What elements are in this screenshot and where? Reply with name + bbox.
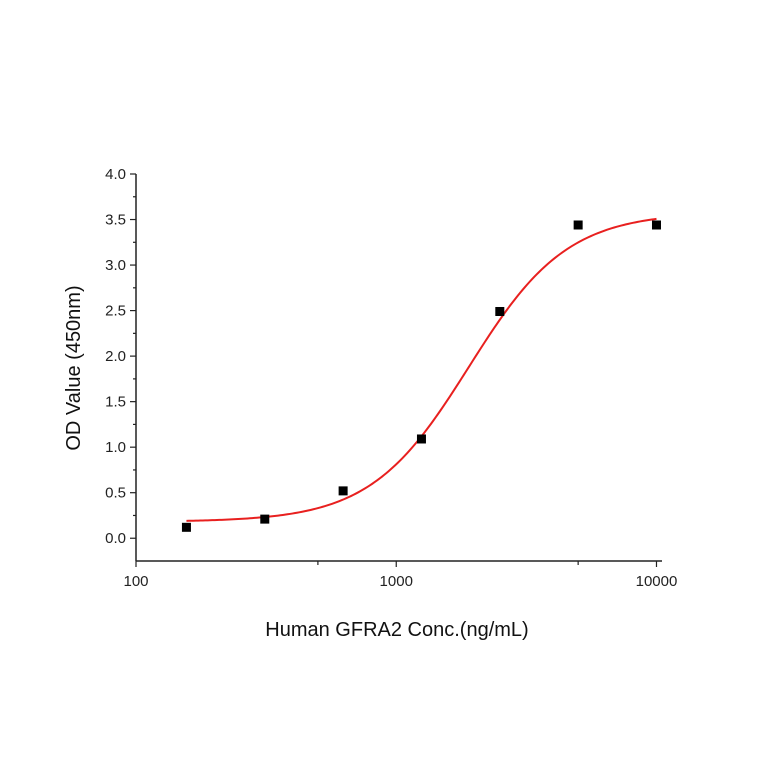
tick-labels: 0.0 0.5 1.0 1.5 2.0 2.5 3.0 3.5 4.0 100 1000 10000 bbox=[105, 166, 677, 590]
data-point bbox=[651, 220, 661, 230]
fit-curve bbox=[186, 217, 657, 522]
data-point bbox=[338, 486, 348, 496]
y-axis-label: OD Value (450nm) bbox=[63, 285, 85, 450]
y-tick-label: 1.5 bbox=[105, 394, 126, 411]
y-tick-label: 1.0 bbox=[105, 439, 126, 456]
y-tick-label: 4.0 bbox=[105, 166, 126, 183]
data-points bbox=[181, 220, 661, 532]
x-tick-label: 10000 bbox=[636, 573, 678, 590]
y-tick-label: 0.5 bbox=[105, 485, 126, 502]
x-tick-label: 1000 bbox=[380, 573, 413, 590]
y-tick-label: 2.5 bbox=[105, 303, 126, 320]
data-point bbox=[573, 220, 583, 230]
axes bbox=[130, 173, 662, 567]
data-point bbox=[181, 522, 191, 532]
data-point bbox=[260, 514, 270, 524]
x-axis-label: Human GFRA2 Conc.(ng/mL) bbox=[265, 619, 528, 641]
data-point bbox=[416, 434, 426, 444]
x-tick-label: 100 bbox=[123, 573, 148, 590]
y-tick-label: 3.5 bbox=[105, 212, 126, 229]
y-tick-label: 3.0 bbox=[105, 257, 126, 274]
y-tick-label: 0.0 bbox=[105, 530, 126, 547]
data-point bbox=[495, 306, 505, 316]
y-tick-label: 2.0 bbox=[105, 348, 126, 365]
